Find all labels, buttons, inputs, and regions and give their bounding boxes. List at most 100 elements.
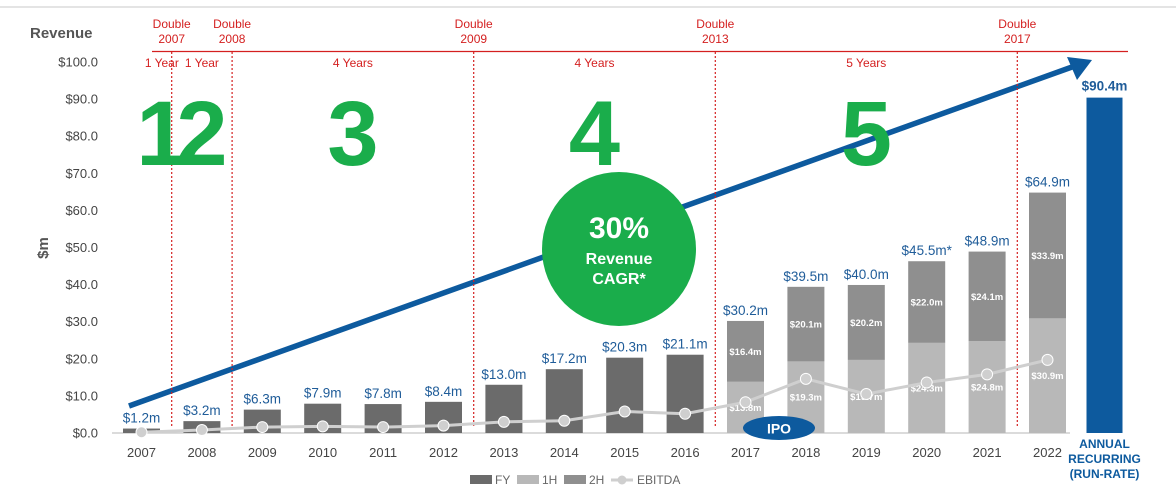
- bar-2h: [968, 251, 1006, 341]
- x-tick-label: 2007: [127, 445, 156, 460]
- doubling-marker-label: Double: [213, 17, 251, 31]
- x-tick-label: 2009: [248, 445, 277, 460]
- ebitda-point: [256, 421, 269, 434]
- ebitda-point: [377, 421, 390, 434]
- y-tick-label: $40.0: [65, 277, 98, 292]
- doubling-count-digit: 2: [176, 83, 227, 185]
- bar-fy: [606, 357, 644, 433]
- ebitda-point: [739, 396, 752, 409]
- doubling-marker-label: 2017: [1004, 32, 1031, 46]
- ebitda-point: [437, 419, 450, 432]
- x-tick-label: 2021: [973, 445, 1002, 460]
- y-axis-label: $m: [35, 237, 52, 259]
- legend-swatch: [470, 475, 492, 484]
- bar-2h-value-label: $22.0m: [911, 298, 943, 309]
- annual-recurring-category-label: ANNUAL: [1079, 437, 1130, 451]
- annual-recurring-category-label: RECURRING: [1068, 452, 1141, 466]
- bar-2h: [1029, 192, 1066, 319]
- x-tick-label: 2014: [550, 445, 579, 460]
- legend-swatch: [517, 475, 539, 484]
- bar-total-label: $20.3m: [602, 340, 647, 355]
- doubling-period-label: 1 Year: [145, 56, 179, 70]
- x-tick-label: 2013: [489, 445, 518, 460]
- x-tick-label: 2011: [369, 445, 397, 460]
- ebitda-point: [195, 424, 208, 437]
- bar-total-label: $1.2m: [123, 411, 161, 426]
- annual-recurring-value-label: $90.4m: [1082, 79, 1128, 94]
- y-tick-label: $30.0: [65, 314, 98, 329]
- bar-1h-value-label: $24.8m: [971, 382, 1003, 393]
- bar-total-label: $8.4m: [425, 384, 463, 399]
- ebitda-point: [1041, 353, 1054, 366]
- annual-recurring-category-label: (RUN-RATE): [1070, 467, 1140, 481]
- cagr-caption: Revenue: [586, 251, 653, 268]
- doubling-marker-label: 2013: [702, 32, 729, 46]
- ebitda-point: [135, 426, 148, 439]
- doubling-marker-label: Double: [998, 17, 1036, 31]
- bar-annual-recurring: [1086, 97, 1123, 433]
- bar-2h-value-label: $20.2m: [850, 318, 882, 329]
- bar-2h-value-label: $20.1m: [790, 320, 822, 331]
- ebitda-point: [558, 414, 571, 427]
- doubling-period-label: 5 Years: [846, 56, 886, 70]
- bar-total-label: $7.9m: [304, 386, 342, 401]
- ebitda-point: [920, 376, 933, 389]
- bar-2h: [727, 320, 764, 382]
- bar-2h-value-label: $33.9m: [1031, 251, 1063, 262]
- legend-swatch-marker: [617, 475, 627, 485]
- y-tick-label: $70.0: [65, 166, 98, 181]
- legend-label: 1H: [542, 473, 557, 487]
- bar-total-label: $64.9m: [1025, 175, 1070, 190]
- bar-total-label: $3.2m: [183, 403, 221, 418]
- bar-total-label: $39.5m: [783, 269, 828, 284]
- ebitda-point: [679, 407, 692, 420]
- bar-total-label: $6.3m: [244, 392, 282, 407]
- bar-fy: [666, 354, 704, 433]
- bar-total-label: $17.2m: [542, 351, 587, 366]
- bar-total-label: $30.2m: [723, 303, 768, 318]
- ebitda-point: [618, 405, 631, 418]
- cagr-percent: 30%: [589, 212, 649, 245]
- bar-2h: [847, 284, 885, 360]
- y-tick-label: $10.0: [65, 388, 98, 403]
- doubling-count-digit: 4: [569, 83, 620, 185]
- legend-swatch: [564, 475, 586, 484]
- doubling-count-digit: 5: [841, 83, 892, 185]
- bar-total-label: $40.0m: [844, 267, 889, 282]
- ipo-label: IPO: [767, 421, 791, 437]
- y-tick-label: $60.0: [65, 203, 98, 218]
- doubling-period-label: 4 Years: [574, 56, 614, 70]
- bar-1h: [1029, 318, 1066, 433]
- x-tick-label: 2016: [671, 445, 700, 460]
- doubling-count-digit: 1: [136, 83, 187, 185]
- x-tick-label: 2020: [912, 445, 941, 460]
- bar-1h-value-label: $19.3m: [790, 393, 822, 404]
- bar-2h-value-label: $16.4m: [729, 347, 761, 358]
- y-tick-label: $100.0: [58, 55, 98, 70]
- bar-1h-value-label: $13.8m: [729, 403, 761, 414]
- bar-total-label: $48.9m: [965, 234, 1010, 249]
- x-tick-label: 2010: [308, 445, 337, 460]
- x-tick-label: 2012: [429, 445, 458, 460]
- doubling-marker-label: 2008: [219, 32, 246, 46]
- bar-total-label: $45.5m*: [902, 243, 953, 258]
- ipo-badge: [743, 416, 815, 440]
- chart-title: Revenue: [30, 25, 93, 42]
- doubling-marker-label: Double: [696, 17, 734, 31]
- x-tick-label: 2008: [187, 445, 216, 460]
- bar-2h: [787, 286, 825, 362]
- legend-label: FY: [495, 473, 510, 487]
- bar-2h-value-label: $24.1m: [971, 292, 1003, 303]
- doubling-count-digit: 3: [327, 83, 378, 185]
- ebitda-point: [981, 368, 994, 381]
- ebitda-point: [316, 420, 329, 433]
- x-tick-label: 2017: [731, 445, 760, 460]
- x-tick-label: 2018: [791, 445, 820, 460]
- bar-total-label: $7.8m: [364, 386, 402, 401]
- ebitda-point: [860, 388, 873, 401]
- ebitda-point: [497, 415, 510, 428]
- y-tick-label: $20.0: [65, 351, 98, 366]
- y-tick-label: $0.0: [73, 426, 98, 441]
- ebitda-line: [141, 358, 1048, 434]
